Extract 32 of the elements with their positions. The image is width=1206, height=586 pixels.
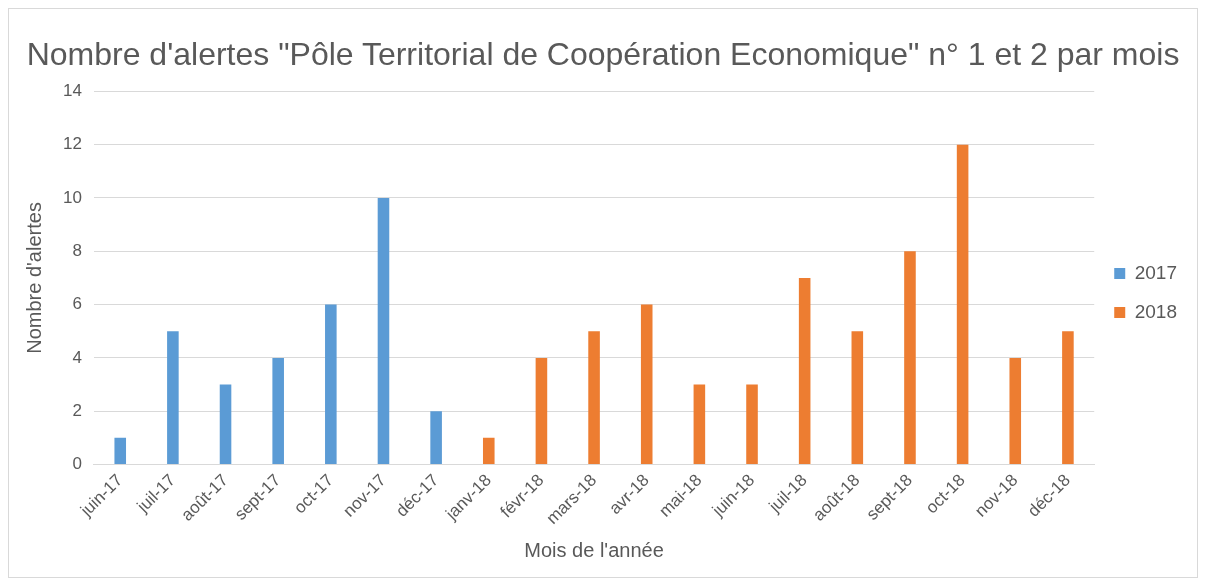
bar bbox=[535, 357, 548, 464]
legend-label: 2018 bbox=[1134, 300, 1178, 322]
bar bbox=[430, 411, 442, 464]
bar bbox=[588, 331, 600, 464]
x-axis-title: Mois de l'année bbox=[524, 538, 664, 561]
bar bbox=[272, 357, 284, 464]
y-tick-label: 10 bbox=[62, 187, 82, 207]
bar bbox=[167, 331, 179, 464]
bar bbox=[851, 331, 864, 464]
bar bbox=[219, 384, 232, 464]
bar bbox=[1009, 357, 1022, 464]
bar bbox=[904, 251, 916, 464]
bar bbox=[956, 144, 969, 464]
bar bbox=[482, 437, 495, 464]
bar bbox=[640, 304, 653, 464]
bar bbox=[377, 198, 390, 464]
legend-label: 2017 bbox=[1134, 261, 1178, 283]
y-tick-label: 8 bbox=[72, 240, 82, 260]
y-tick-label: 12 bbox=[62, 134, 82, 154]
bar bbox=[114, 437, 127, 464]
y-axis-title: Nombre d'alertes bbox=[22, 202, 45, 354]
bar bbox=[1062, 331, 1074, 464]
chart-title: Nombre d'alertes "Pôle Territorial de Coopération Economique" n° 1 et 2 par mois bbox=[26, 36, 1180, 73]
bar bbox=[798, 277, 811, 464]
bar bbox=[325, 304, 337, 464]
bar bbox=[693, 384, 706, 464]
y-tick-label: 2 bbox=[72, 400, 82, 420]
y-tick-label: 0 bbox=[72, 454, 82, 474]
y-tick-label: 4 bbox=[72, 347, 82, 367]
bar bbox=[746, 384, 758, 464]
y-tick-label: 6 bbox=[72, 294, 82, 314]
y-tick-label: 14 bbox=[62, 81, 82, 101]
